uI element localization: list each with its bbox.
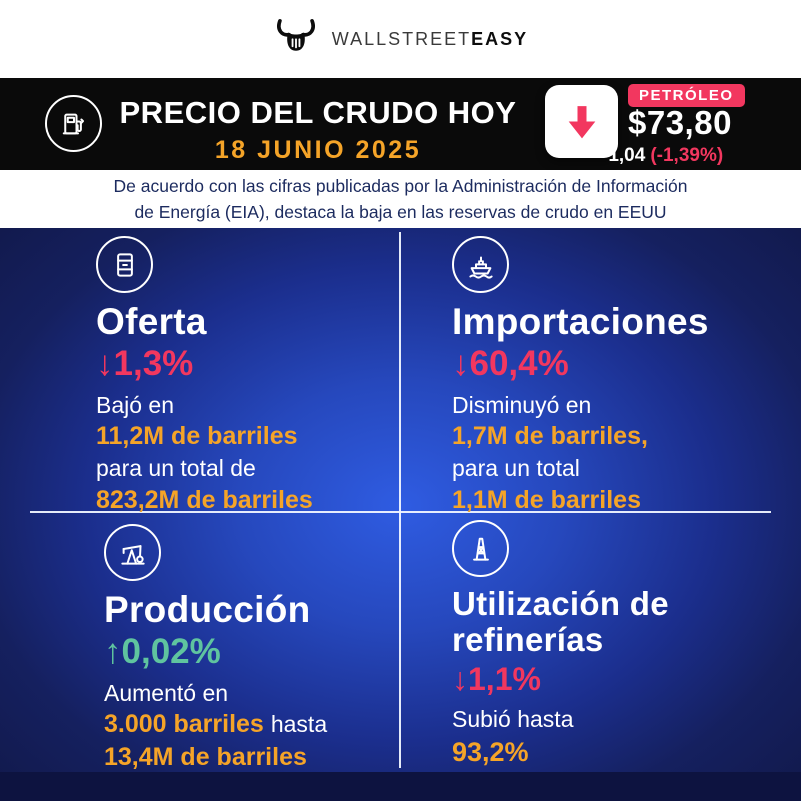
quadrant-title: Importaciones [452,301,709,342]
stat-line: Subió hasta [452,706,574,733]
intro-strip: De acuerdo con las cifras publicadas por… [0,170,801,228]
brand-name-bold: EASY [471,28,529,49]
quadrant-produccion: Producción ↑0,02% Aumentó en 3.000 barri… [104,524,434,775]
fuel-pump-icon [45,95,102,152]
stat-line: Disminuyó en [452,391,592,418]
brand-name-light: WALLSTREET [331,28,472,49]
stat-value: 3.000 barriles [104,710,264,739]
stat-value: 93,2% [452,736,529,767]
quadrant-title: Oferta [96,301,207,342]
quadrant-change: ↓1,1% [452,661,541,698]
intro-text: De acuerdo con las cifras publicadas por… [114,173,688,226]
quadrant-utilizacion-refinerias: Utilización de refinerías ↓1,1% Subió ha… [452,520,782,771]
page-title: PRECIO DEL CRUDO HOY [119,95,517,130]
commodity-badge: PETRÓLEO [628,84,745,107]
price-value: $73,80 [628,104,732,141]
stats-grid: Oferta ↓1,3% Bajó en 11,2M de barriles p… [0,228,801,772]
title-banner: PRECIO DEL CRUDO HOY 18 JUNIO 2025 PETRÓ… [0,78,801,170]
stat-value: 11,2M de barriles [96,422,298,451]
quadrant-title: Utilización de refinerías [452,585,669,658]
horizontal-divider [30,511,771,513]
price-change: -1,04 [602,145,646,166]
oil-barrel-icon [96,236,153,293]
quadrant-oferta: Oferta ↓1,3% Bajó en 11,2M de barriles p… [96,236,396,518]
top-logo-bar: WALLSTREETEASY [0,0,801,78]
quadrant-change: ↓60,4% [452,343,569,383]
stat-value: 1,1M de barriles [452,485,641,514]
price-change-percent: (-1,39%) [650,145,724,166]
intro-line-1: De acuerdo con las cifras publicadas por… [113,175,688,196]
stat-value: 1,7M de barriles, [452,422,648,451]
quadrant-title: Producción [104,589,311,630]
quadrant-change: ↓1,3% [96,343,194,383]
stat-line: Bajó en [96,391,175,418]
stat-suffix: hasta [270,711,328,738]
bull-logo-icon [273,18,319,61]
date-label: 18 JUNIO 2025 [214,136,422,164]
intro-line-2: de Energía (EIA), destaca la baja en las… [134,202,667,222]
down-arrow-icon [545,85,618,158]
quadrant-change: ↑0,02% [104,631,221,671]
stat-value: 13,4M de barriles [104,743,307,772]
stat-line: Aumentó en [104,679,229,706]
stat-line: para un total de [96,455,256,482]
price-change-row: -1,04 (-1,39%) [602,145,723,167]
tanker-ship-icon [452,236,509,293]
stat-value: 823,2M de barriles [96,485,313,514]
footer-bar [0,772,801,801]
stat-line: para un total [452,455,580,482]
oil-pumpjack-icon [104,524,161,581]
brand-name: WALLSTREETEASY [332,29,528,50]
quadrant-importaciones: Importaciones ↓60,4% Disminuyó en 1,7M d… [452,236,774,518]
vertical-divider [399,232,401,768]
oil-derrick-icon [452,520,509,577]
stat-line-mixed: 3.000 barriles hasta [104,709,434,740]
banner-title-block: PRECIO DEL CRUDO HOY 18 JUNIO 2025 [108,95,528,165]
